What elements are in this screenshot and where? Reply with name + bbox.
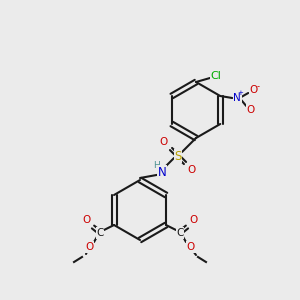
Text: O: O <box>160 137 168 147</box>
Text: N: N <box>158 166 166 178</box>
Text: O: O <box>188 165 196 175</box>
Text: O: O <box>187 242 195 252</box>
Text: -: - <box>257 82 260 91</box>
Text: O: O <box>82 215 90 225</box>
Text: N: N <box>233 93 241 103</box>
Text: +: + <box>237 90 243 96</box>
Text: H: H <box>153 161 159 170</box>
Text: O: O <box>249 85 257 95</box>
Text: S: S <box>174 149 182 163</box>
Text: O: O <box>85 242 93 252</box>
Text: O: O <box>190 215 198 225</box>
Text: C: C <box>176 228 184 238</box>
Text: Cl: Cl <box>211 71 221 81</box>
Text: O: O <box>246 105 254 115</box>
Text: C: C <box>96 228 104 238</box>
